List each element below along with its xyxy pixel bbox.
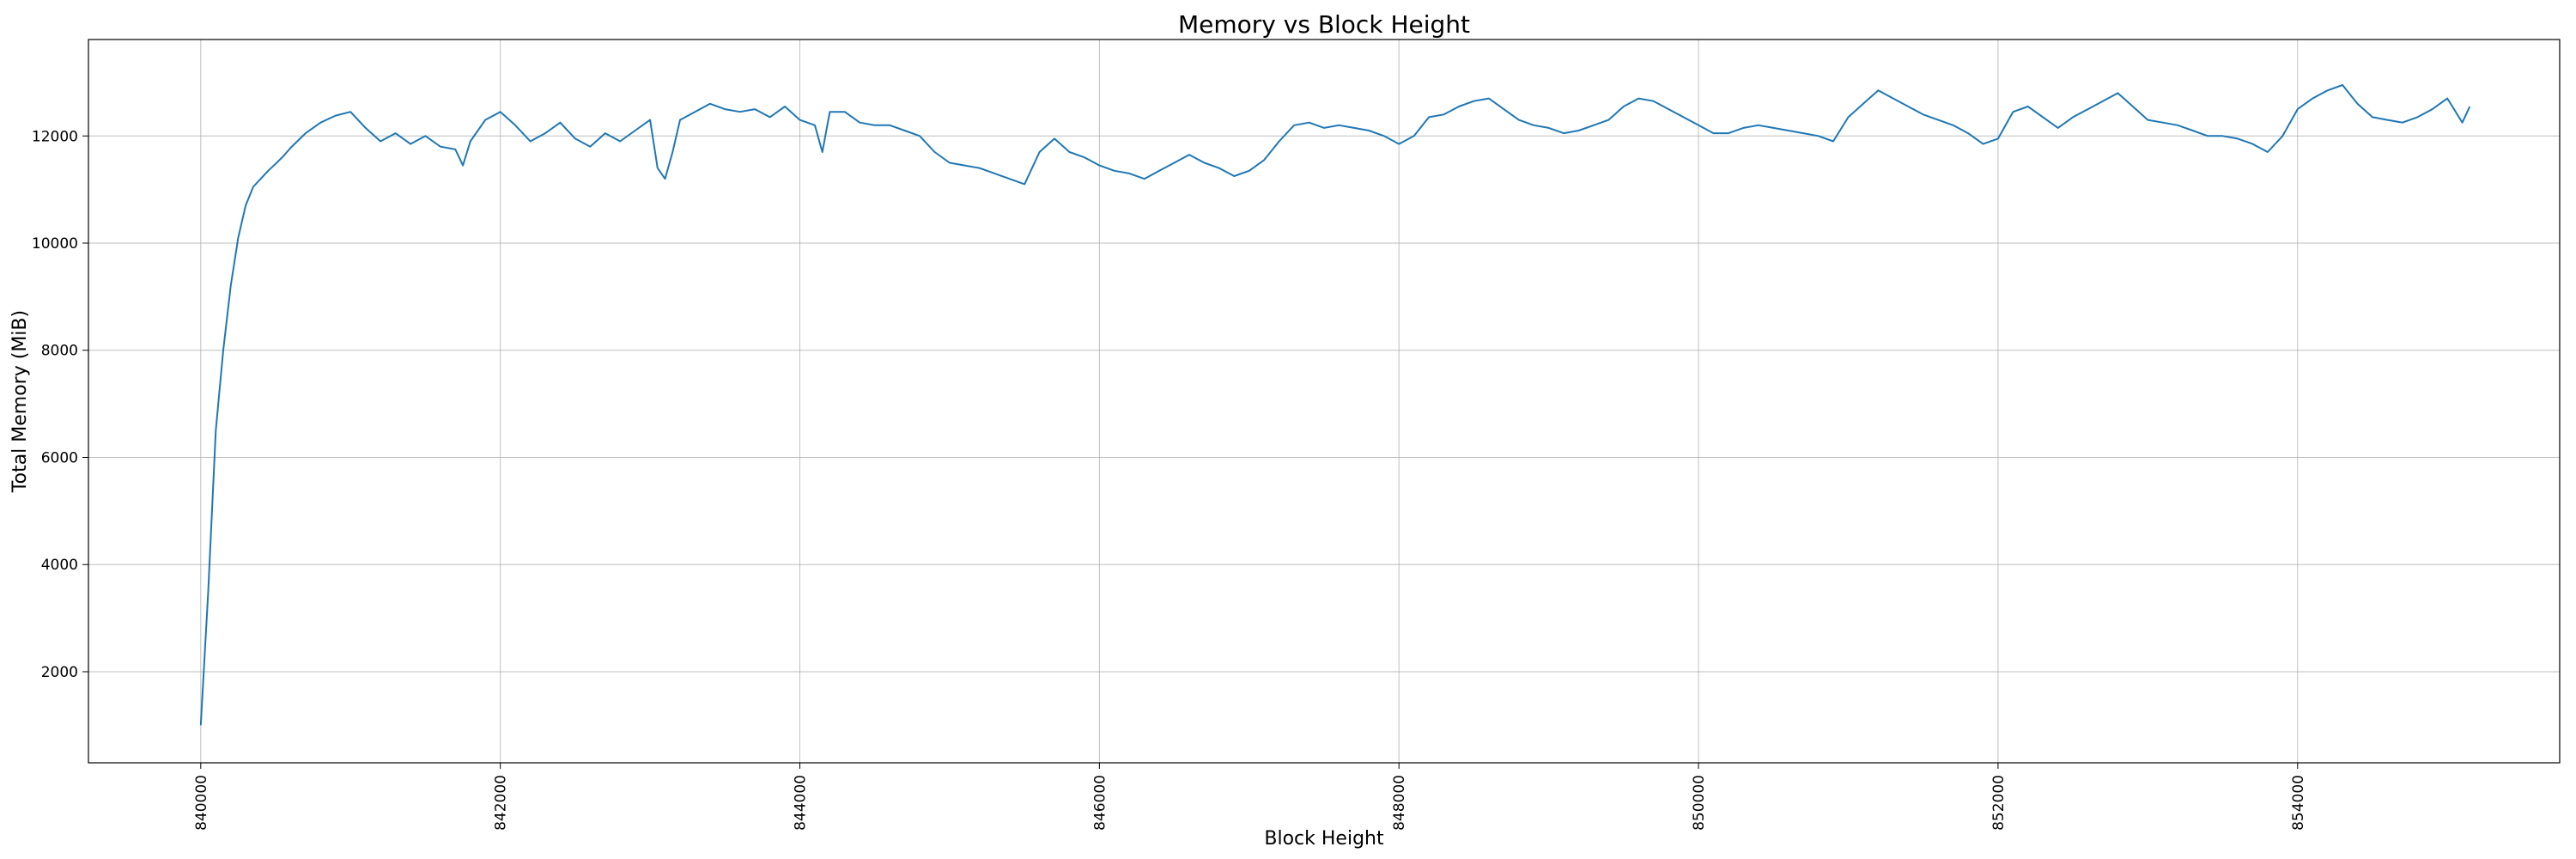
x-tick-label: 842000 (493, 775, 510, 831)
axis-ticks: 840000 842000 844000 846000 848000 850000 8520… (32, 128, 2307, 831)
x-tick-label: 844000 (793, 775, 810, 831)
y-tick-label: 10000 (32, 235, 78, 253)
x-tick-label: 850000 (1691, 775, 1708, 831)
data-series (199, 84, 2471, 726)
x-tick-label: 846000 (1091, 775, 1109, 831)
x-tick-label: 848000 (1391, 775, 1408, 831)
y-tick-label: 8000 (41, 343, 78, 360)
x-tick-label: 852000 (1990, 775, 2008, 831)
y-tick-label: 6000 (41, 449, 78, 466)
y-tick-label: 12000 (32, 128, 78, 145)
x-tick-label: 854000 (2290, 775, 2307, 831)
plot-frame (88, 39, 2561, 764)
y-tick-label: 4000 (41, 557, 78, 574)
y-axis-label: Total Memory (MiB) (9, 310, 31, 493)
y-tick-label: 2000 (41, 664, 78, 681)
x-axis-label: Block Height (1264, 828, 1384, 850)
memory-series-line (199, 84, 2471, 726)
grid-lines (88, 40, 2560, 763)
x-tick-label: 840000 (193, 775, 210, 831)
chart-title: Memory vs Block Height (1178, 10, 1470, 39)
